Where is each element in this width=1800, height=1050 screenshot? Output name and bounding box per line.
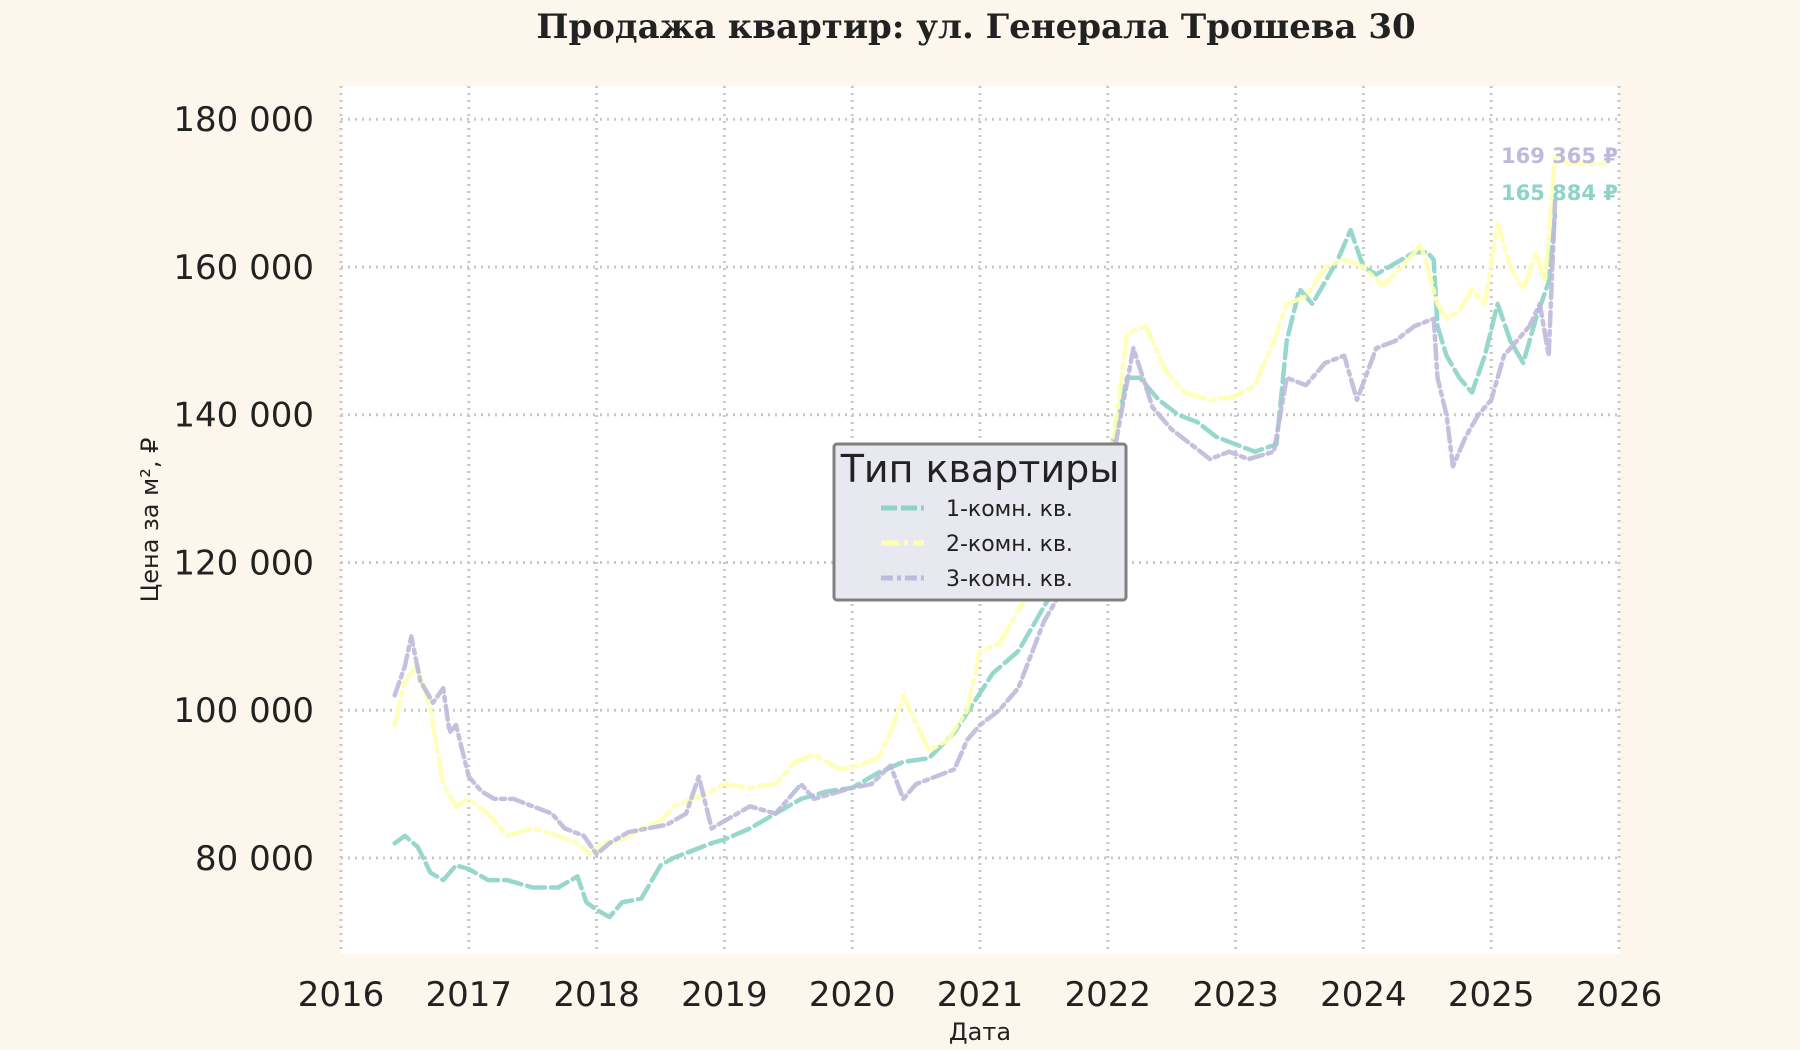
x-tick-label: 2020 <box>809 975 896 1015</box>
end-value-label-1: 169 365 ₽ <box>1501 144 1618 168</box>
x-tick-label: 2022 <box>1065 975 1152 1015</box>
legend-box <box>832 442 1128 602</box>
x-tick-label: 2016 <box>298 975 385 1015</box>
legend-label-3: 3-комн. кв. <box>946 567 1073 592</box>
legend-title: Тип квартиры <box>840 447 1120 491</box>
series-line-3 <box>392 198 1558 857</box>
x-tick-label: 2021 <box>937 975 1024 1015</box>
chart-title: Продажа квартир: ул. Генерала Трошева 30 <box>536 7 1415 47</box>
y-tick-label: 120 000 <box>173 543 314 583</box>
tick-labels: 80 000 100 000 120 000 140 000 160 000 180 00… <box>173 100 1662 1015</box>
y-tick-label: 80 000 <box>195 839 314 879</box>
x-tick-label: 2019 <box>681 975 768 1015</box>
legend: Тип квартиры 1-комн. кв. 2-комн. кв. 3-ком… <box>832 442 1128 602</box>
legend-label-1: 1-комн. кв. <box>946 497 1073 522</box>
y-tick-label: 140 000 <box>173 396 314 436</box>
end-labels: 169 365 ₽ 165 884 ₽ <box>1501 144 1618 205</box>
x-tick-label: 2024 <box>1320 975 1407 1015</box>
legend-label-2: 2-комн. кв. <box>946 532 1073 557</box>
y-tick-label: 100 000 <box>173 691 314 731</box>
x-axis-label: Дата <box>949 1018 1011 1046</box>
x-tick-label: 2017 <box>426 975 513 1015</box>
end-value-label-2: 165 884 ₽ <box>1501 181 1618 205</box>
series-line-2 <box>392 153 1609 857</box>
x-tick-label: 2023 <box>1192 975 1279 1015</box>
x-tick-label: 2025 <box>1448 975 1535 1015</box>
y-tick-label: 160 000 <box>173 248 314 288</box>
x-tick-label: 2018 <box>553 975 640 1015</box>
legend-items: 1-комн. кв. 2-комн. кв. 3-комн. кв. <box>881 497 1073 592</box>
y-tick-label: 180 000 <box>173 100 314 140</box>
x-tick-label: 2026 <box>1576 975 1663 1015</box>
y-axis-label: Цена за м², ₽ <box>136 438 164 603</box>
